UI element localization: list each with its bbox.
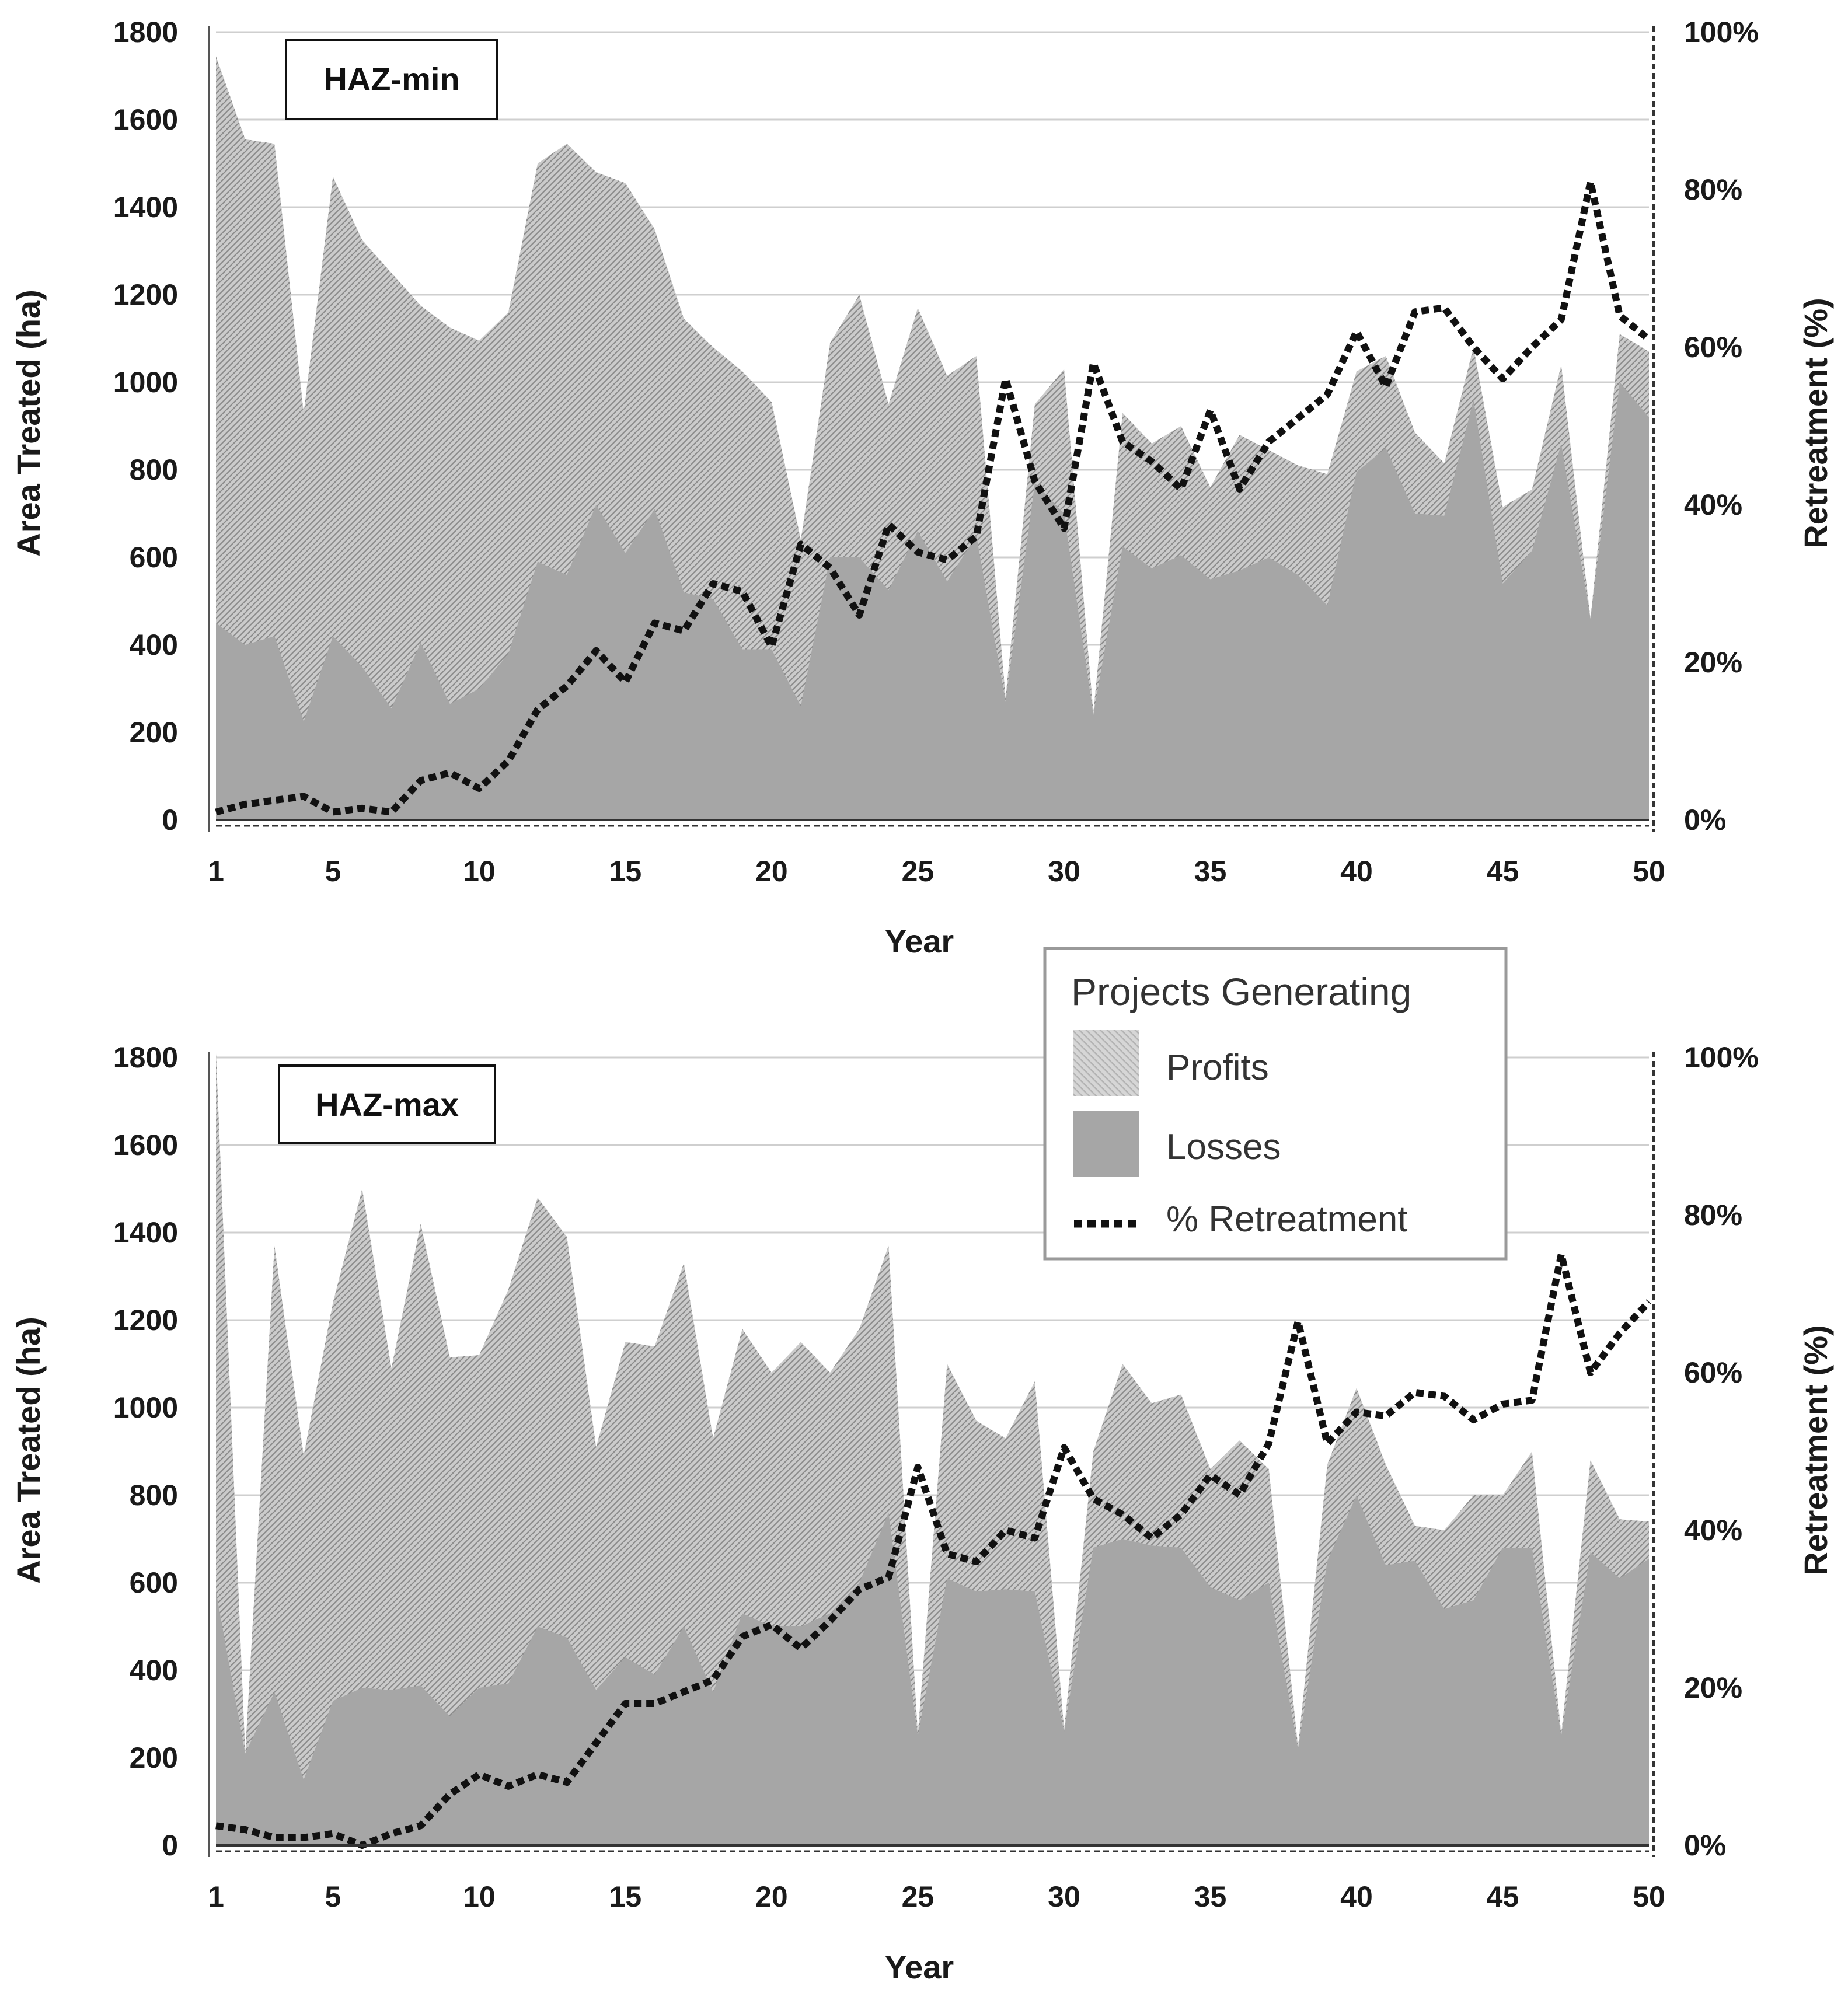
axes bbox=[208, 1052, 1655, 1857]
y-tick-label: 1400 bbox=[113, 1216, 178, 1249]
y-tick-label: 1000 bbox=[113, 1391, 178, 1424]
x-tick-label: 30 bbox=[1048, 855, 1080, 888]
y-tick-label: 1200 bbox=[113, 1304, 178, 1336]
y-tick-label: 1800 bbox=[113, 1041, 178, 1074]
panel-label-box bbox=[285, 39, 498, 120]
y-right-tick-label: 20% bbox=[1684, 646, 1742, 679]
legend: Projects Generating Profits Losses % Ret… bbox=[1043, 947, 1508, 1261]
x-tick-label: 5 bbox=[325, 1880, 341, 1913]
x-axis-title: Year bbox=[885, 923, 954, 959]
x-tick-label: 10 bbox=[463, 1880, 496, 1913]
x-axis-title: Year bbox=[885, 1949, 954, 1985]
y-tick-label: 1400 bbox=[113, 191, 178, 224]
y-tick-label: 1600 bbox=[113, 103, 178, 136]
x-tick-label: 35 bbox=[1194, 855, 1227, 888]
legend-label-profits: Profits bbox=[1166, 1048, 1269, 1088]
x-tick-label: 15 bbox=[609, 1880, 642, 1913]
y-tick-label: 800 bbox=[130, 453, 178, 486]
y-tick-label: 0 bbox=[162, 1829, 178, 1862]
x-tick-label: 25 bbox=[902, 855, 935, 888]
panel-label: HAZ-max bbox=[315, 1086, 459, 1123]
y-right-tick-label: 0% bbox=[1684, 804, 1726, 836]
y-tick-label: 200 bbox=[130, 716, 178, 749]
legend-label-retreatment: % Retreatment bbox=[1166, 1199, 1408, 1240]
losses-area bbox=[216, 382, 1649, 820]
x-tick-label: 20 bbox=[755, 855, 788, 888]
y-tick-label: 1600 bbox=[113, 1129, 178, 1161]
y-tick-label: 1800 bbox=[113, 16, 178, 48]
retreatment-layer bbox=[215, 178, 1651, 816]
y-axis-title: Area Treated (ha) bbox=[10, 289, 47, 557]
y-axis-right-title: Retreatment (%) bbox=[1797, 298, 1834, 548]
area-layers bbox=[216, 56, 1649, 820]
y-tick-label: 400 bbox=[130, 1654, 178, 1687]
y-right-tick-label: 100% bbox=[1684, 1041, 1759, 1074]
x-tick-label: 40 bbox=[1340, 1880, 1373, 1913]
y-right-tick-label: 80% bbox=[1684, 173, 1742, 206]
y-tick-label: 0 bbox=[162, 804, 178, 836]
y-tick-label: 600 bbox=[130, 541, 178, 574]
chart-panel-haz-max: 0 200 400 600 800 1000 1200 1400 1600 1800 0% 20% 4… bbox=[10, 1041, 1834, 1985]
y-tick-label: 800 bbox=[130, 1479, 178, 1512]
legend-box bbox=[1043, 947, 1508, 1261]
x-tick-label: 35 bbox=[1194, 1880, 1227, 1913]
legend-swatch-losses bbox=[1073, 1111, 1139, 1177]
y-tick-label: 1200 bbox=[113, 278, 178, 311]
x-tick-label: 50 bbox=[1633, 1880, 1665, 1913]
chart-panel-haz-min: 0 200 400 600 800 1000 1200 1400 1600 1800 0% 20% 4… bbox=[10, 16, 1834, 959]
y-right-tick-label: 60% bbox=[1684, 331, 1742, 364]
losses-area bbox=[216, 1495, 1649, 1845]
y-axis-title: Area Treated (ha) bbox=[10, 1317, 47, 1584]
area-layers bbox=[216, 1053, 1649, 1845]
y-right-tick-label: 40% bbox=[1684, 1514, 1742, 1547]
y-right-tick-label: 60% bbox=[1684, 1356, 1742, 1389]
legend-swatch-profits bbox=[1073, 1030, 1139, 1096]
x-tick-label: 15 bbox=[609, 855, 642, 888]
left-tick-labels: 0 200 400 600 800 1000 1200 1400 1600 1800 bbox=[113, 16, 178, 836]
right-tick-labels: 0% 20% 40% 60% 80% 100% bbox=[1684, 16, 1759, 836]
legend-label-losses: Losses bbox=[1166, 1127, 1281, 1167]
y-tick-label: 1000 bbox=[113, 366, 178, 399]
y-right-tick-label: 20% bbox=[1684, 1671, 1742, 1704]
y-tick-label: 600 bbox=[130, 1566, 178, 1599]
x-tick-label: 1 bbox=[208, 1880, 224, 1913]
left-tick-labels: 0 200 400 600 800 1000 1200 1400 1600 1800 bbox=[113, 1041, 178, 1862]
x-tick-label: 5 bbox=[325, 855, 341, 888]
x-tick-label: 50 bbox=[1633, 855, 1665, 888]
y-tick-label: 400 bbox=[130, 629, 178, 661]
panel-label: HAZ-min bbox=[323, 61, 459, 97]
x-tick-labels: 1 5 10 15 20 25 30 35 40 45 50 bbox=[208, 1880, 1665, 1913]
y-right-tick-label: 0% bbox=[1684, 1829, 1726, 1862]
x-tick-label: 30 bbox=[1048, 1880, 1080, 1913]
x-tick-label: 45 bbox=[1487, 855, 1519, 888]
legend-title: Projects Generating bbox=[1071, 970, 1411, 1013]
profits-area bbox=[216, 1053, 1649, 1845]
y-right-tick-label: 80% bbox=[1684, 1199, 1742, 1231]
x-tick-label: 45 bbox=[1487, 1880, 1519, 1913]
axes bbox=[208, 26, 1655, 832]
y-axis-right-title: Retreatment (%) bbox=[1797, 1325, 1834, 1575]
y-tick-label: 200 bbox=[130, 1741, 178, 1774]
panel-label-box bbox=[278, 1064, 496, 1144]
retreatment-line bbox=[215, 1251, 1652, 1849]
y-right-tick-label: 100% bbox=[1684, 16, 1759, 48]
x-tick-labels: 1 5 10 15 20 25 30 35 40 45 50 bbox=[208, 855, 1665, 888]
right-tick-labels: 0% 20% 40% 60% 80% 100% bbox=[1684, 1041, 1759, 1862]
x-tick-label: 40 bbox=[1340, 855, 1373, 888]
x-tick-label: 20 bbox=[755, 1880, 788, 1913]
x-tick-label: 25 bbox=[902, 1880, 935, 1913]
y-right-tick-label: 40% bbox=[1684, 488, 1742, 521]
retreatment-layer bbox=[215, 1251, 1652, 1849]
x-tick-label: 10 bbox=[463, 855, 496, 888]
x-tick-label: 1 bbox=[208, 855, 224, 888]
retreatment-line bbox=[215, 178, 1651, 816]
